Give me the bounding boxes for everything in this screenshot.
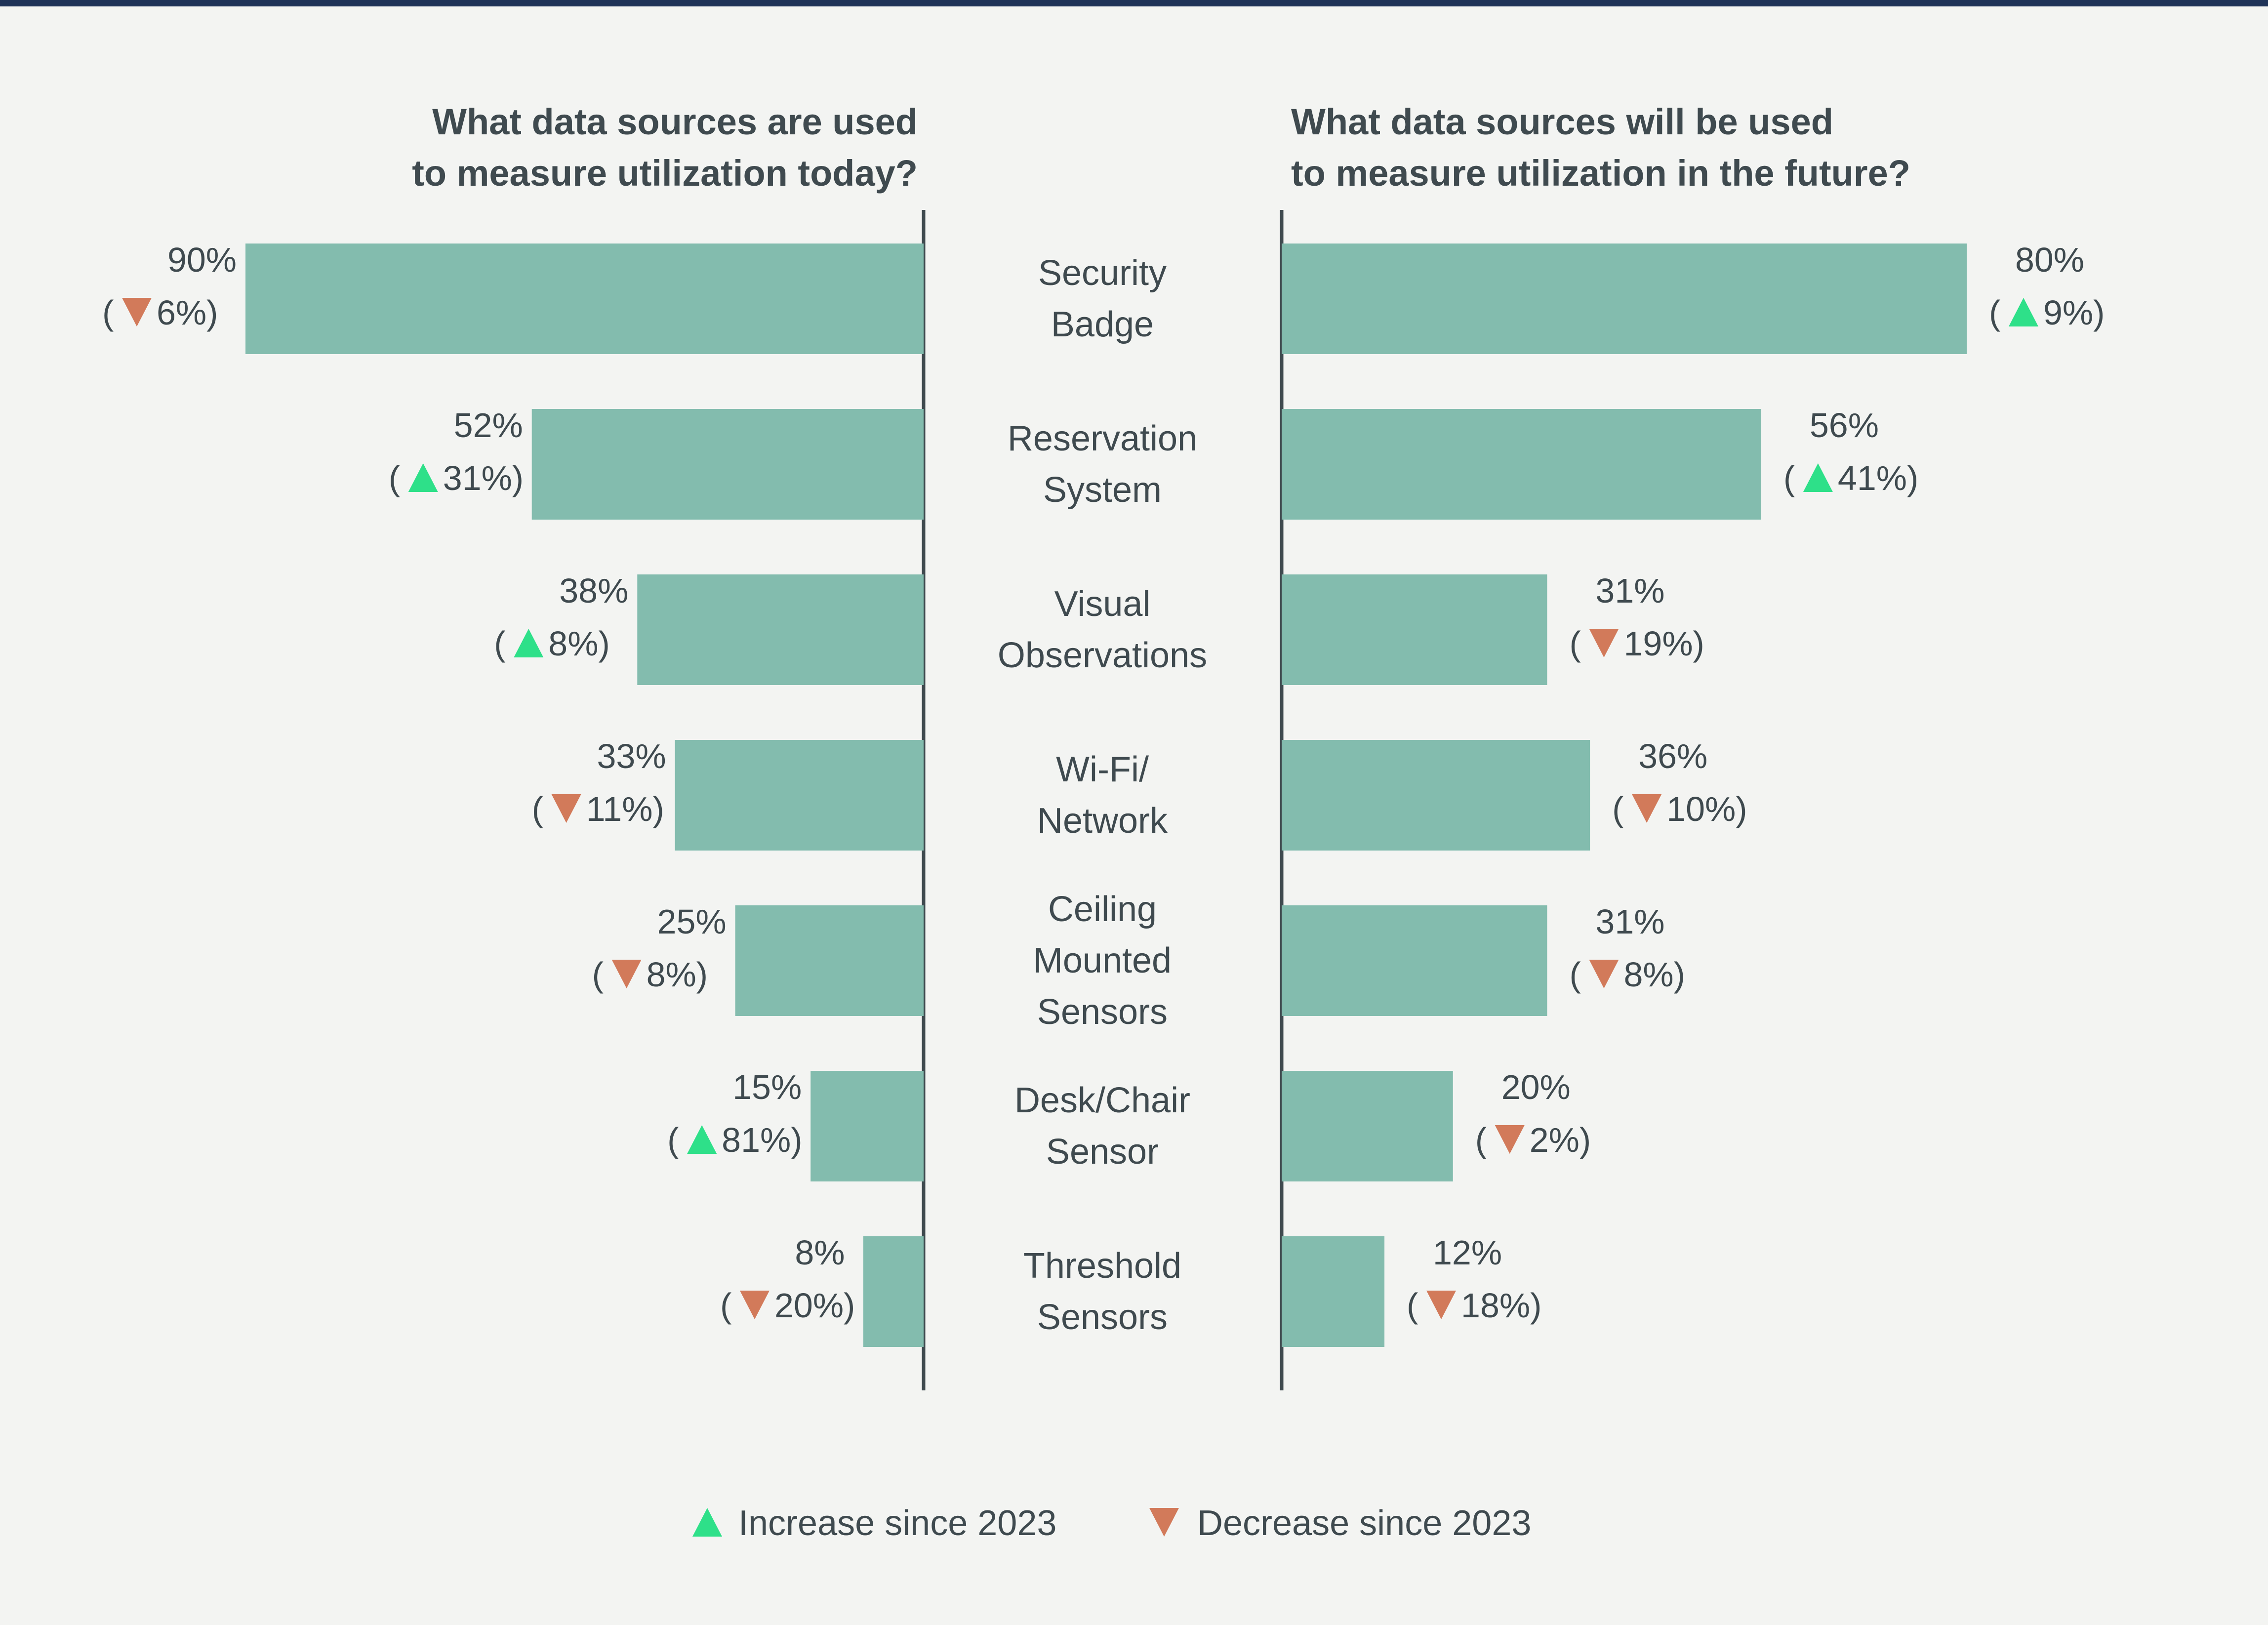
- category-label-1-0: Reservation: [1008, 419, 1197, 458]
- right-value-label-3: 36%: [1638, 737, 1707, 775]
- right-value-label-4: 31%: [1595, 902, 1664, 941]
- left-change-4-triangle-down-icon: [611, 960, 642, 988]
- category-label-5-1: Sensor: [1046, 1132, 1159, 1172]
- right-bar-2: [1282, 574, 1547, 685]
- left-change-2-label: 8%): [548, 624, 609, 663]
- right-bar-3: [1282, 740, 1590, 851]
- left-change-5-paren: (: [667, 1121, 679, 1159]
- right-change-4-triangle-down-icon: [1589, 960, 1619, 988]
- left-change-4-label: 8%): [647, 955, 708, 994]
- left-change-1-paren: (: [389, 459, 400, 497]
- right-change-6-triangle-down-icon: [1426, 1291, 1457, 1319]
- right-title-line-1: to measure utilization in the future?: [1291, 153, 1910, 194]
- left-bar-1: [531, 409, 924, 520]
- right-change-4-label: 8%): [1623, 955, 1685, 994]
- left-value-label-3: 33%: [597, 737, 666, 775]
- category-label-2-1: Observations: [998, 636, 1207, 675]
- category-label-5-0: Desk/Chair: [1014, 1081, 1190, 1120]
- right-change-3-paren: (: [1612, 790, 1623, 828]
- left-value-label-5: 15%: [732, 1068, 802, 1106]
- right-value-label-1: 56%: [1810, 406, 1879, 445]
- right-value-label-2: 31%: [1595, 571, 1664, 610]
- left-change-0-triangle-down-icon: [122, 298, 152, 326]
- right-change-1-triangle-up-icon: [1803, 463, 1833, 492]
- category-label-6-0: Threshold: [1023, 1246, 1181, 1286]
- left-change-3-paren: (: [532, 790, 543, 828]
- right-change-5-label: 2%): [1530, 1121, 1591, 1159]
- right-change-5-triangle-down-icon: [1495, 1125, 1525, 1154]
- category-label-4-1: Mounted: [1033, 941, 1172, 980]
- right-change-4-paren: (: [1569, 955, 1580, 994]
- right-bar-1: [1282, 409, 1761, 520]
- right-change-3-triangle-down-icon: [1632, 794, 1662, 823]
- right-change-1-label: 41%): [1838, 459, 1918, 497]
- left-change-0-paren: (: [102, 293, 114, 332]
- left-title-line-0: What data sources are used: [432, 101, 918, 142]
- left-value-label-1: 52%: [454, 406, 523, 445]
- right-change-5-paren: (: [1475, 1121, 1487, 1159]
- left-change-4-paren: (: [592, 955, 604, 994]
- right-value-label-0: 80%: [2015, 241, 2084, 279]
- category-label-2-0: Visual: [1054, 584, 1151, 624]
- left-change-1-triangle-up-icon: [408, 463, 438, 492]
- right-change-6-label: 18%): [1461, 1286, 1541, 1325]
- left-change-2-triangle-up-icon: [514, 629, 544, 657]
- legend-triangle-up-icon: [692, 1508, 722, 1537]
- left-bar-0: [245, 244, 924, 354]
- right-change-2-paren: (: [1569, 624, 1580, 663]
- left-bar-5: [810, 1071, 924, 1181]
- category-label-6-1: Sensors: [1037, 1298, 1168, 1337]
- legend-triangle-down-icon: [1149, 1508, 1179, 1537]
- left-value-label-0: 90%: [167, 241, 237, 279]
- right-change-1-paren: (: [1783, 459, 1795, 497]
- left-change-0-label: 6%): [157, 293, 218, 332]
- category-label-1-1: System: [1043, 470, 1162, 510]
- left-change-1-label: 31%): [443, 459, 524, 497]
- left-bar-3: [675, 740, 924, 851]
- category-label-0-0: Security: [1038, 253, 1167, 293]
- left-title-line-1: to measure utilization today?: [412, 153, 918, 194]
- left-bar-4: [735, 905, 924, 1016]
- left-change-5-triangle-up-icon: [687, 1125, 717, 1154]
- right-bar-5: [1282, 1071, 1453, 1181]
- left-change-5-label: 81%): [722, 1121, 802, 1159]
- left-bar-6: [863, 1236, 924, 1347]
- left-change-2-paren: (: [494, 624, 505, 663]
- right-change-0-triangle-up-icon: [2009, 298, 2038, 326]
- left-change-6-paren: (: [720, 1286, 731, 1325]
- right-change-2-label: 19%): [1623, 624, 1704, 663]
- right-change-3-label: 10%): [1666, 790, 1747, 828]
- left-value-label-6: 8%: [795, 1233, 845, 1272]
- right-change-0-label: 9%): [2043, 293, 2105, 332]
- category-label-4-2: Sensors: [1037, 992, 1168, 1032]
- right-change-2-triangle-down-icon: [1589, 629, 1619, 657]
- right-bar-4: [1282, 905, 1547, 1016]
- right-change-6-paren: (: [1407, 1286, 1418, 1325]
- legend-decrease-label: Decrease since 2023: [1197, 1503, 1531, 1543]
- category-label-3-0: Wi-Fi/: [1056, 750, 1149, 789]
- left-bar-2: [637, 574, 924, 685]
- left-value-label-2: 38%: [559, 571, 628, 610]
- right-change-0-paren: (: [1989, 293, 2000, 332]
- right-bar-6: [1282, 1236, 1385, 1347]
- legend-increase-label: Increase since 2023: [738, 1503, 1056, 1543]
- right-value-label-5: 20%: [1501, 1068, 1571, 1106]
- top-rule: [0, 0, 2268, 6]
- category-label-3-1: Network: [1037, 801, 1168, 841]
- category-label-4-0: Ceiling: [1048, 890, 1157, 929]
- left-change-3-triangle-down-icon: [551, 794, 581, 823]
- right-value-label-6: 12%: [1433, 1233, 1502, 1272]
- right-bar-0: [1282, 244, 1967, 354]
- category-label-0-1: Badge: [1051, 305, 1154, 344]
- left-change-6-triangle-down-icon: [739, 1291, 770, 1319]
- right-title-line-0: What data sources will be used: [1291, 101, 1833, 142]
- left-value-label-4: 25%: [657, 902, 727, 941]
- left-change-6-label: 20%): [774, 1286, 855, 1325]
- left-change-3-label: 11%): [586, 790, 664, 828]
